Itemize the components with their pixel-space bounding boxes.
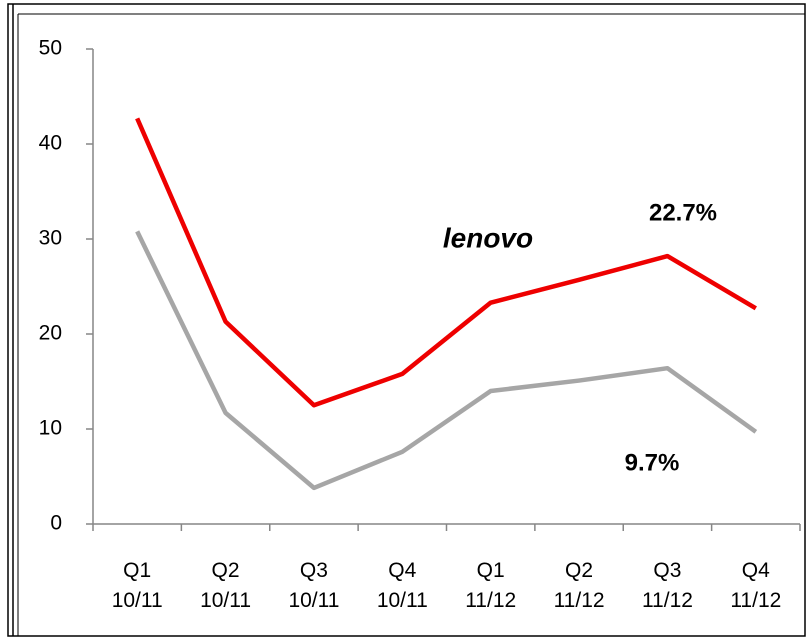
annotation: 9.7% [625,449,680,476]
x-tick-label: Q4 10/11 [376,559,428,612]
x-tick-label: Q1 10/11 [111,559,163,612]
x-tick-label: Q3 10/11 [288,559,340,612]
y-tick-label: 10 [39,417,62,440]
annotation: 22.7% [649,199,717,226]
frame [7,3,806,637]
x-tick-label: Q4 11/12 [730,559,782,612]
y-tick-label: 40 [39,132,62,155]
x-tick-label: Q3 11/12 [641,559,693,612]
y-tick-label: 20 [39,322,62,345]
x-tick-label: Q2 10/11 [200,559,252,612]
y-tick-label: 30 [39,227,62,250]
x-tick-label: Q2 11/12 [553,559,605,612]
x-tick-label: Q1 11/12 [465,559,517,612]
line-series [135,117,757,408]
line-series [135,230,758,491]
y-tick-label: 50 [39,37,62,60]
y-tick-label: 0 [50,512,62,535]
logo: lenovo [443,222,533,253]
